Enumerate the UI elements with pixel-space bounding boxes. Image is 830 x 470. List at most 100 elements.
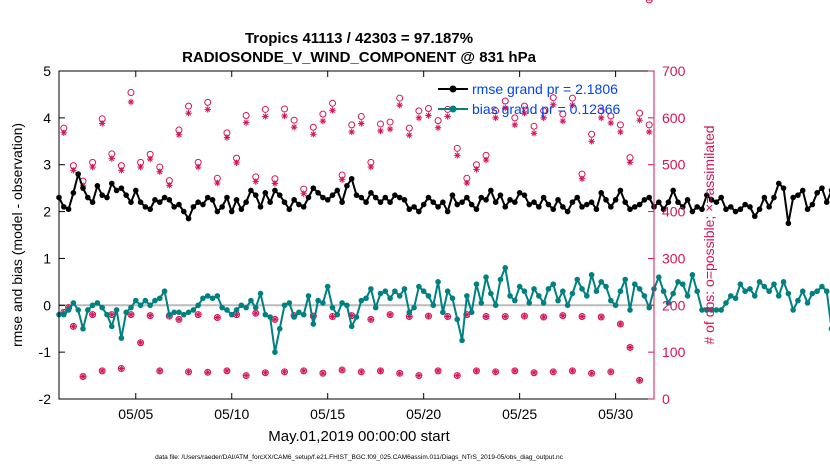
- x-tick-label: 05/05: [118, 406, 153, 422]
- bias-series-point: [536, 293, 542, 299]
- obs-assimilated-marker: [156, 168, 163, 175]
- obs-assimilated-marker: [550, 368, 557, 376]
- bias-series-point: [689, 272, 696, 278]
- bias-series-point: [248, 297, 254, 304]
- bias-series-point: [70, 300, 77, 306]
- obs-assimilated-marker: [454, 152, 461, 159]
- obs-assimilated-marker: [578, 313, 586, 320]
- obs-assimilated-marker: [425, 112, 432, 119]
- obs-assimilated-marker: [60, 129, 67, 137]
- y-right-tick-label: 300: [662, 250, 686, 266]
- y-right-tick-label: 200: [662, 297, 686, 313]
- obs-assimilated-marker: [559, 312, 567, 319]
- obs-assimilated-marker: [108, 311, 115, 318]
- rmse-series-point: [727, 204, 734, 210]
- rmse-series-point: [449, 192, 456, 198]
- bias-series-point: [200, 295, 206, 302]
- bias-series-point: [416, 283, 422, 290]
- obs-assimilated-marker: [70, 323, 77, 330]
- rmse-series-point: [622, 199, 629, 205]
- rmse-series-point: [190, 204, 197, 210]
- bias-series-point: [775, 293, 782, 299]
- bias-series-point: [636, 286, 643, 292]
- bias-series-point: [401, 286, 408, 292]
- rmse-series-point: [382, 194, 389, 201]
- footer-data-file: data file: /Users/raeder/DAI/ATM_forcXX/…: [155, 454, 564, 461]
- bias-series-point: [94, 300, 101, 306]
- obs-assimilated-marker: [415, 114, 423, 122]
- obs-assimilated-marker: [530, 130, 538, 137]
- rmse-series-point: [689, 208, 696, 215]
- obs-assimilated-marker: [329, 107, 336, 114]
- bias-series-point: [718, 307, 724, 313]
- obs-assimilated-marker: [569, 102, 576, 109]
- obs-assimilated-marker: [214, 179, 221, 187]
- bias-series-point: [358, 297, 365, 304]
- obs-assimilated-marker: [434, 367, 442, 375]
- bias-series-point: [219, 304, 225, 311]
- bias-series-point: [632, 281, 638, 288]
- obs-assimilated-marker: [396, 370, 403, 377]
- y-right-tick-label: 0: [662, 391, 670, 407]
- obs-assimilated-marker: [377, 367, 384, 375]
- rmse-series-point: [396, 194, 403, 201]
- obs-assimilated-marker: [454, 372, 461, 379]
- rmse-series-point: [320, 194, 326, 201]
- obs-assimilated-marker: [569, 367, 576, 375]
- obs-assimilated-marker: [146, 155, 154, 163]
- rmse-series-point: [521, 192, 528, 198]
- obs-assimilated-marker: [252, 178, 259, 185]
- bias-series-point: [454, 316, 461, 323]
- rmse-series-point: [363, 199, 369, 205]
- bias-series-point: [588, 272, 595, 278]
- bias-series-point: [780, 279, 787, 285]
- obs-possible-marker: [549, 94, 557, 102]
- legend-label-1: bias grand pr = 0.12366: [472, 101, 620, 117]
- bias-series-point: [809, 290, 816, 297]
- x-tick-label: 05/20: [406, 406, 441, 422]
- bias-series-point: [224, 307, 230, 313]
- obs-assimilated-marker: [636, 117, 643, 124]
- rmse-series-point: [209, 197, 216, 203]
- obs-assimilated-marker: [434, 124, 442, 131]
- bias-series-point: [334, 311, 341, 318]
- rmse-series-point: [641, 197, 648, 203]
- obs-assimilated-marker: [214, 314, 221, 321]
- rmse-series-point: [272, 187, 278, 194]
- rmse-series-point: [123, 192, 129, 198]
- obs-possible-marker: [645, 0, 653, 4]
- bias-series-point: [310, 321, 317, 327]
- rmse-series-point: [780, 185, 787, 191]
- bias-series-point: [305, 293, 312, 299]
- obs-possible-marker: [319, 110, 327, 118]
- obs-assimilated-marker: [550, 101, 557, 108]
- obs-assimilated-marker: [502, 313, 509, 320]
- bias-series-point: [627, 307, 633, 313]
- rmse-series-point: [286, 206, 293, 213]
- bias-series-point: [60, 311, 67, 318]
- bias-series-point: [252, 304, 259, 311]
- bias-series-point: [171, 309, 177, 316]
- bias-series-point: [521, 288, 528, 295]
- rmse-series-point: [358, 194, 365, 201]
- obs-assimilated-marker: [233, 159, 240, 167]
- bias-series-point: [804, 300, 811, 306]
- bias-series-point: [478, 300, 485, 306]
- bias-series-point: [799, 288, 806, 295]
- rmse-series-point: [444, 208, 451, 215]
- rmse-series-point: [550, 206, 557, 213]
- obs-possible-marker: [453, 144, 461, 152]
- obs-possible-marker: [309, 123, 317, 131]
- obs-assimilated-marker: [386, 125, 394, 133]
- bias-series-point: [392, 288, 398, 295]
- obs-assimilated-marker: [626, 344, 634, 351]
- y-left-tick-label: 1: [43, 250, 51, 266]
- rmse-series-point: [459, 199, 465, 205]
- obs-assimilated-marker: [70, 167, 77, 174]
- legend-label-0: rmse grand pr = 2.1806: [472, 81, 618, 97]
- obs-assimilated-marker: [502, 104, 509, 112]
- bias-series-point: [593, 288, 600, 295]
- bias-series-point: [761, 283, 768, 290]
- bias-series-point: [214, 293, 221, 299]
- rmse-series-point: [718, 194, 724, 201]
